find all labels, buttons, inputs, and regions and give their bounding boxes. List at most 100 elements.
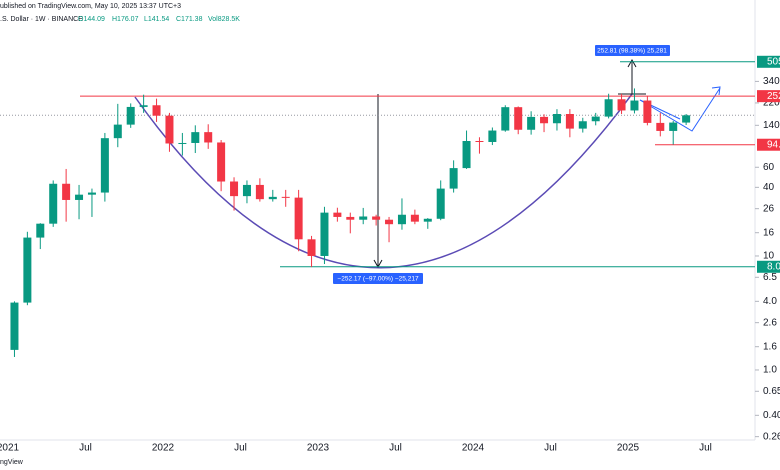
candle-body	[62, 183, 71, 200]
candle-body	[501, 107, 510, 131]
y-tick-label: 1.6	[763, 341, 777, 352]
candle-body	[152, 105, 161, 116]
measure-label: 252.81 (98.38%) 25,281	[597, 48, 667, 55]
symbol-info: .S. Dollar · 1W · BINANCE	[0, 16, 83, 23]
candle-body	[423, 218, 432, 222]
y-tick-label: 4.0	[763, 296, 777, 307]
level-label: 252.4	[767, 91, 780, 102]
logo-text: ngView	[0, 459, 24, 466]
x-tick-label: 2021	[0, 443, 20, 454]
candle-body	[410, 214, 419, 222]
y-tick-label: 10	[763, 251, 775, 262]
y-tick-label: 60	[763, 162, 775, 173]
y-tick-label: 2.6	[763, 317, 777, 328]
ohlc-value: C171.38	[176, 16, 203, 23]
candle-body	[281, 196, 290, 198]
y-tick-label: 26	[763, 203, 775, 214]
x-tick-label: Jul	[79, 443, 92, 454]
candle-body	[449, 168, 458, 189]
x-tick-label: 2025	[617, 443, 640, 454]
candle-body	[397, 214, 406, 225]
candle-body	[49, 183, 58, 224]
candle-body	[669, 122, 678, 131]
projection-arrow	[711, 86, 721, 96]
candle-body	[436, 188, 445, 219]
level-label-box	[757, 260, 780, 273]
candle-body	[75, 194, 84, 200]
candle-body	[320, 212, 329, 256]
candle-body	[23, 237, 32, 303]
y-tick-label: 340	[763, 76, 780, 87]
candle-body	[617, 99, 626, 111]
y-tick-label: 140	[763, 120, 780, 131]
candle-body	[204, 132, 213, 143]
candle-body	[242, 184, 251, 197]
candle-body	[552, 113, 561, 124]
x-tick-label: Jul	[234, 443, 247, 454]
candle-body	[255, 184, 264, 200]
candle-body	[527, 116, 536, 130]
y-tick-label: 0.26	[763, 431, 780, 442]
y-tick-label: 6.5	[763, 272, 777, 283]
candle-body	[307, 239, 316, 256]
ohlc-value: O144.09	[78, 16, 105, 23]
candle-body	[113, 124, 122, 139]
candle-body	[333, 212, 342, 217]
level-label-box	[757, 55, 780, 68]
candle-body	[488, 130, 497, 142]
candle-body	[359, 216, 368, 220]
candle-body	[10, 302, 19, 350]
candle-body	[217, 142, 226, 182]
x-tick-label: Jul	[544, 443, 557, 454]
candle-body	[126, 106, 135, 125]
published-note: ublished on TradingView.com, May 10, 202…	[0, 3, 181, 10]
candle-body	[230, 181, 239, 197]
measure-box	[333, 273, 423, 284]
level-label: 8.04	[767, 261, 780, 272]
y-tick-label: 1.0	[763, 365, 777, 376]
candle-body	[294, 197, 303, 240]
candle-body	[372, 216, 381, 220]
candle-body	[178, 142, 187, 144]
x-tick-label: Jul	[389, 443, 402, 454]
cup-arc	[134, 93, 633, 269]
candle-body	[100, 138, 109, 193]
y-tick-label: 0.65	[763, 386, 780, 397]
x-tick-label: 2022	[152, 443, 175, 454]
projection-path	[639, 87, 721, 132]
candle-body	[630, 100, 639, 111]
candle-body	[346, 216, 355, 220]
y-tick-label: 220	[763, 98, 780, 109]
candle-body	[643, 100, 652, 123]
candle-body	[385, 219, 394, 225]
candle-body	[462, 140, 471, 169]
candle-body	[475, 140, 484, 142]
candle-body	[565, 113, 574, 129]
measure-label: −252.17 (−97.00%) −25,217	[337, 276, 419, 283]
x-tick-label: 2024	[462, 443, 485, 454]
x-tick-label: 2023	[307, 443, 330, 454]
ohlc-value: Vol828.5K	[208, 16, 240, 23]
candle-body	[191, 132, 200, 143]
candle-body	[514, 107, 523, 130]
candle-body	[36, 223, 45, 238]
x-tick-label: Jul	[699, 443, 712, 454]
candle-body	[578, 121, 587, 129]
measure-box	[595, 45, 670, 56]
ohlc-value: L141.54	[144, 16, 169, 23]
candle-body	[656, 122, 665, 131]
candle-body	[165, 115, 174, 144]
candle-body	[682, 115, 691, 123]
candle-body	[87, 192, 96, 195]
level-label: 94.6	[767, 139, 780, 150]
level-label: 505.2	[767, 56, 780, 67]
y-tick-label: 0.40	[763, 410, 780, 421]
candle-body	[268, 196, 277, 200]
level-label-box	[757, 138, 780, 151]
candle-body	[139, 105, 148, 107]
y-tick-label: 16	[763, 227, 775, 238]
ohlc-value: H176.07	[112, 16, 139, 23]
candle-body	[604, 99, 613, 117]
